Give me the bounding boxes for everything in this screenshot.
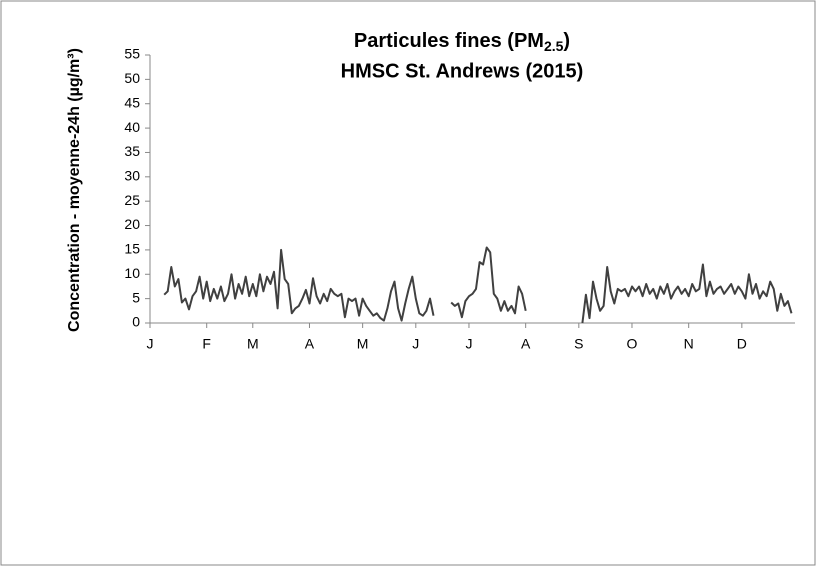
x-tick-label: A	[521, 336, 531, 352]
x-tick-label: N	[684, 336, 694, 352]
y-tick-label: 10	[124, 265, 140, 281]
y-tick-label: 45	[124, 94, 140, 110]
x-tick-label: M	[357, 336, 369, 352]
y-tick-label: 35	[124, 143, 140, 159]
data-line	[163, 248, 435, 322]
y-tick-label: 50	[124, 70, 140, 86]
x-tick-label: J	[465, 336, 472, 352]
y-tick-label: 20	[124, 216, 140, 232]
x-tick-label: D	[737, 336, 747, 352]
x-tick-label: A	[305, 336, 315, 352]
y-tick-label: 25	[124, 192, 140, 208]
chart-subtitle: HMSC St. Andrews (2015)	[341, 60, 584, 82]
y-tick-label: 30	[124, 168, 140, 184]
x-tick-label: F	[202, 336, 211, 352]
chart-title: Particules fines (PM2.5)	[354, 30, 570, 53]
y-tick-label: 5	[132, 289, 140, 305]
y-tick-label: 40	[124, 119, 140, 135]
title-main: Particules fines (PM	[354, 30, 544, 52]
title-end: )	[563, 30, 570, 52]
y-tick-label: 0	[132, 314, 140, 330]
y-tick-label: 15	[124, 241, 140, 257]
data-line	[450, 246, 527, 319]
x-tick-label: J	[147, 336, 154, 352]
title-subscript: 2.5	[544, 38, 564, 54]
y-axis-label: Concentration - moyenne-24h (µg/m³)	[66, 48, 83, 332]
x-tick-label: O	[627, 336, 638, 352]
x-tick-label: M	[247, 336, 259, 352]
data-line	[581, 263, 793, 324]
y-tick-label: 55	[124, 46, 140, 62]
x-tick-label: S	[574, 336, 583, 352]
x-tick-label: J	[412, 336, 419, 352]
